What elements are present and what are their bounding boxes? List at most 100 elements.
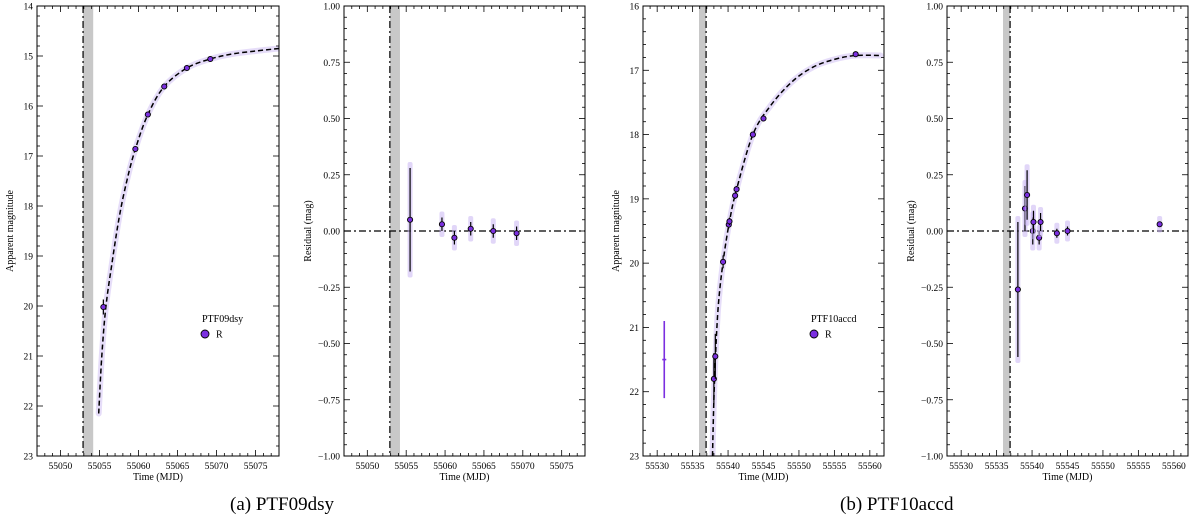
y-tick-label: 22 bbox=[630, 388, 640, 398]
x-ticks: 55530 55535 55540 55545 55550 55555 55560 bbox=[946, 6, 1189, 472]
x-tick-label: 55075 bbox=[550, 462, 574, 472]
axes-frame bbox=[642, 5, 885, 457]
x-tick-label: 55550 bbox=[787, 462, 811, 472]
x-tick-label: 55555 bbox=[1127, 462, 1151, 472]
x-axis-label: Time (MJD) bbox=[133, 472, 183, 483]
y-tick-label: 16 bbox=[24, 103, 34, 113]
legend: PTF09dsy R bbox=[200, 314, 243, 341]
plot-area bbox=[344, 6, 585, 456]
y-ticks: −1.00 −0.75 −0.50 −0.25 0.00 0.25 0.50 0.75 1.00 bbox=[318, 3, 585, 463]
data-point bbox=[712, 353, 719, 360]
data-point bbox=[733, 186, 740, 193]
series-R bbox=[100, 55, 214, 315]
x-tick-label: 55530 bbox=[949, 462, 973, 472]
shaded-region bbox=[83, 6, 94, 456]
y-tick-label: −1.00 bbox=[318, 453, 340, 463]
y-tick-label: 0.75 bbox=[926, 59, 943, 69]
series-extra bbox=[662, 321, 667, 399]
x-ticks: 55050 55055 55060 55065 55070 55075 bbox=[36, 6, 280, 472]
x-tick-label: 55530 bbox=[645, 462, 669, 472]
x-axis-label: Time (MJD) bbox=[739, 472, 789, 483]
y-tick-label: −0.75 bbox=[921, 396, 943, 406]
y-tick-label: 0.50 bbox=[926, 115, 943, 125]
y-ticks: 16 17 18 19 20 21 22 23 bbox=[630, 3, 884, 463]
x-tick-label: 55540 bbox=[716, 462, 740, 472]
series-R bbox=[407, 162, 520, 278]
chart-panel-1: 55050 55055 55060 55065 55070 55075 14 15 16 17 18… bbox=[5, 3, 280, 483]
y-tick-label: 22 bbox=[24, 403, 34, 413]
data-point bbox=[438, 221, 446, 228]
x-axis-label: Time (MJD) bbox=[1043, 472, 1093, 483]
y-tick-label: −0.50 bbox=[318, 340, 340, 350]
data-point bbox=[451, 234, 458, 241]
y-tick-label: 0.50 bbox=[323, 115, 340, 125]
y-tick-label: 19 bbox=[630, 195, 640, 205]
y-tick-label: 23 bbox=[24, 453, 34, 463]
x-tick-label: 55050 bbox=[49, 462, 73, 472]
data-point bbox=[720, 258, 727, 265]
legend-title: PTF09dsy bbox=[202, 314, 243, 325]
legend-marker bbox=[200, 329, 210, 339]
data-point bbox=[407, 216, 414, 223]
y-tick-label: 1.00 bbox=[926, 3, 943, 13]
data-point bbox=[749, 131, 756, 138]
data-point bbox=[183, 64, 190, 72]
data-point bbox=[467, 225, 474, 232]
data-point bbox=[1053, 230, 1060, 237]
plot-area bbox=[947, 6, 1188, 456]
x-tick-label: 55540 bbox=[1020, 462, 1044, 472]
x-tick-label: 55065 bbox=[166, 462, 190, 472]
plot-area bbox=[82, 6, 279, 456]
data-point bbox=[490, 227, 497, 235]
y-axis-label: Residual (mag) bbox=[303, 200, 314, 261]
y-tick-label: −0.50 bbox=[921, 340, 943, 350]
model-band bbox=[709, 52, 884, 456]
x-tick-label: 55535 bbox=[985, 462, 1009, 472]
y-tick-label: −0.25 bbox=[921, 284, 943, 294]
data-point bbox=[1037, 218, 1044, 226]
data-point bbox=[207, 55, 214, 63]
x-tick-label: 55055 bbox=[88, 462, 112, 472]
data-point bbox=[760, 115, 767, 122]
model-band bbox=[95, 45, 279, 417]
y-axis-label: Apparent magnitude bbox=[611, 189, 622, 271]
y-tick-label: 0.25 bbox=[323, 171, 340, 181]
data-point bbox=[732, 192, 739, 199]
data-point bbox=[1156, 221, 1163, 228]
x-tick-label: 55070 bbox=[205, 462, 229, 472]
y-tick-label: −1.00 bbox=[921, 453, 943, 463]
legend-marker bbox=[809, 329, 819, 339]
data-point bbox=[132, 145, 139, 153]
fit-curve bbox=[711, 54, 881, 456]
x-tick-label: 55545 bbox=[1056, 462, 1080, 472]
y-axis-label: Residual (mag) bbox=[906, 200, 917, 261]
data-point bbox=[726, 218, 733, 225]
x-tick-label: 55545 bbox=[752, 462, 776, 472]
legend-title: PTF10accd bbox=[811, 314, 857, 325]
caption-a: (a) PTF09dsy bbox=[230, 494, 334, 515]
x-tick-label: 55050 bbox=[355, 462, 379, 472]
legend: PTF10accd R bbox=[809, 314, 857, 341]
y-tick-label: 21 bbox=[24, 353, 34, 363]
plot-area bbox=[662, 6, 884, 456]
y-tick-label: 21 bbox=[630, 324, 640, 334]
y-axis-label: Apparent magnitude bbox=[5, 189, 16, 271]
series-R bbox=[1014, 164, 1163, 363]
x-tick-label: 55060 bbox=[127, 462, 151, 472]
x-tick-label: 55070 bbox=[511, 462, 535, 472]
x-ticks: 55050 55055 55060 55065 55070 55075 bbox=[343, 6, 586, 472]
x-tick-label: 55560 bbox=[858, 462, 882, 472]
x-tick-label: 55060 bbox=[433, 462, 457, 472]
shaded-region bbox=[1002, 6, 1011, 456]
chart-panel-4: 55530 55535 55540 55545 55550 55555 55560−1.00… bbox=[906, 3, 1189, 483]
legend-entry: R bbox=[216, 330, 223, 341]
y-tick-label: 0.00 bbox=[926, 228, 943, 238]
series-R bbox=[710, 51, 859, 405]
y-tick-label: 17 bbox=[24, 153, 34, 163]
y-tick-label: 0.75 bbox=[323, 59, 340, 69]
y-tick-label: 15 bbox=[24, 53, 34, 63]
x-tick-label: 55075 bbox=[244, 462, 268, 472]
x-tick-label: 55550 bbox=[1091, 462, 1115, 472]
y-tick-label: 18 bbox=[630, 131, 640, 141]
